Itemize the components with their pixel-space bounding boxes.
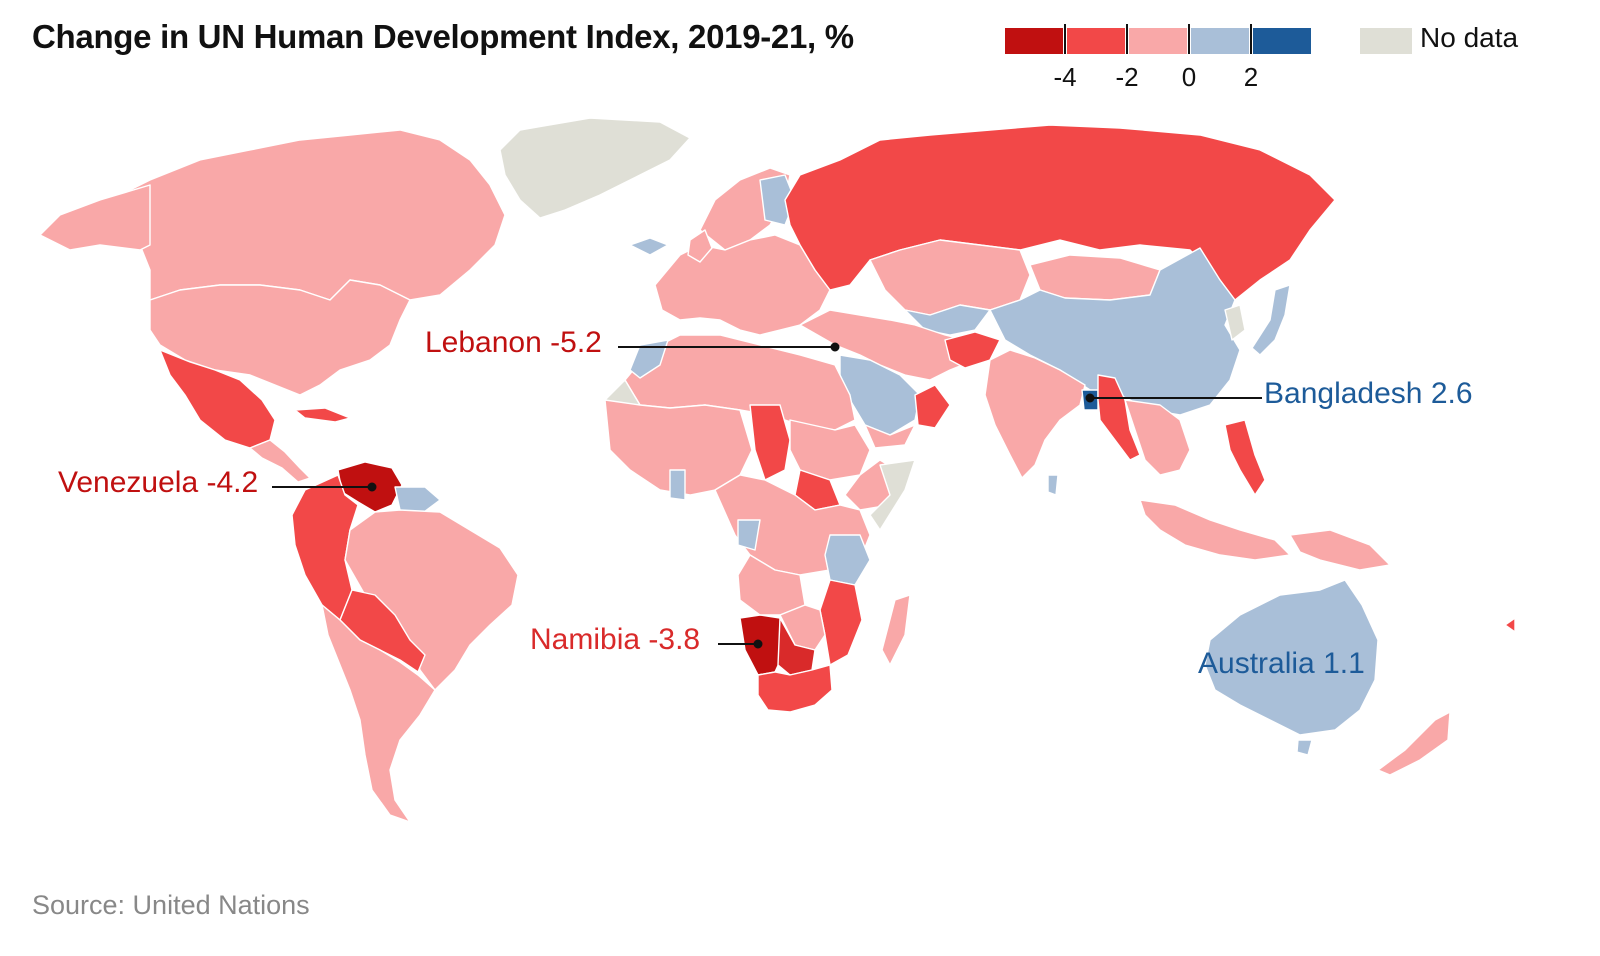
- legend-swatch-above-2: [1253, 28, 1311, 54]
- cuba-region: [294, 407, 351, 423]
- guianas-region: [394, 486, 441, 516]
- australia-region: [1204, 579, 1379, 736]
- iceland-region: [629, 237, 669, 256]
- somalia-region: [869, 459, 916, 531]
- tasmania-region: [1296, 739, 1313, 756]
- papua-region: [1289, 529, 1391, 571]
- lebanon-marker: [830, 342, 840, 352]
- callout-venezuela: Venezuela -4.2: [58, 466, 258, 500]
- gabon-region: [737, 519, 761, 551]
- callout-australia: Australia 1.1: [1198, 647, 1365, 681]
- central-america-region: [249, 439, 311, 483]
- legend-tick-mark: [1126, 24, 1128, 54]
- callout-australia-value: 1.1: [1323, 647, 1365, 680]
- world-map: [39, 117, 1516, 823]
- oman-region: [914, 384, 951, 429]
- india-region: [984, 349, 1086, 479]
- legend-swatch-below-minus-4: [1005, 28, 1063, 54]
- legend-swatch-0-to-2: [1191, 28, 1249, 54]
- chad-region: [749, 404, 791, 481]
- legend-tick-mark: [1064, 24, 1066, 54]
- callout-lebanon: Lebanon -5.2: [425, 326, 602, 360]
- callout-venezuela-name: Venezuela: [58, 466, 199, 499]
- southeast-asia-region: [1124, 399, 1191, 476]
- legend-tick-label: -4: [1053, 62, 1077, 92]
- korea-region: [1224, 304, 1246, 341]
- callout-namibia-value: -3.8: [648, 623, 701, 656]
- south-africa-region: [757, 664, 833, 713]
- legend-swatch-minus-2-to-0: [1129, 28, 1187, 54]
- mozambique-region: [819, 579, 863, 666]
- tanzania-region: [824, 534, 871, 586]
- source-note: Source: United Nations: [32, 890, 310, 920]
- fiji-region: [1504, 617, 1516, 633]
- callout-australia-name: Australia: [1198, 647, 1315, 680]
- legend-tick-label: -2: [1115, 62, 1139, 92]
- bangladesh-marker: [1085, 393, 1095, 403]
- alaska-region: [39, 184, 151, 251]
- morocco-region: [629, 339, 669, 379]
- legend-tick-mark: [1188, 24, 1190, 54]
- yemen-region: [864, 424, 916, 449]
- legend-tick-label: 0: [1181, 62, 1197, 92]
- legend-swatch-no-data: [1360, 28, 1412, 54]
- ghana-region: [669, 469, 686, 501]
- philippines-region: [1224, 419, 1266, 496]
- indonesia-region: [1139, 499, 1291, 561]
- callout-bangladesh: Bangladesh 2.6: [1264, 377, 1473, 411]
- venezuela-marker: [367, 482, 377, 492]
- japan-region: [1251, 284, 1291, 356]
- uk-region: [687, 229, 713, 263]
- myanmar-region: [1097, 374, 1141, 461]
- new-zealand-region: [1377, 711, 1451, 776]
- greenland-region: [499, 117, 691, 219]
- legend-no-data-label: No data: [1420, 22, 1519, 53]
- namibia-marker: [753, 639, 763, 649]
- callout-venezuela-value: -4.2: [206, 466, 259, 499]
- canada-region: [39, 129, 506, 301]
- chart-title: Change in UN Human Development Index, 20…: [32, 18, 854, 55]
- southern-cone-region: [321, 604, 436, 823]
- callout-namibia: Namibia -3.8: [530, 623, 700, 657]
- callout-lebanon-name: Lebanon: [425, 326, 542, 359]
- legend-tick-label: 2: [1243, 62, 1259, 92]
- legend-tick-mark: [1250, 24, 1252, 54]
- legend-swatch-minus-4-to-minus-2: [1067, 28, 1125, 54]
- legend: -4 -2 0 2 No data: [1005, 22, 1565, 98]
- callout-bangladesh-value: 2.6: [1430, 377, 1473, 410]
- callout-lebanon-value: -5.2: [550, 326, 602, 359]
- callout-namibia-name: Namibia: [530, 623, 641, 656]
- sri-lanka-region: [1047, 474, 1059, 496]
- madagascar-region: [881, 594, 911, 666]
- callout-bangladesh-name: Bangladesh: [1264, 377, 1423, 410]
